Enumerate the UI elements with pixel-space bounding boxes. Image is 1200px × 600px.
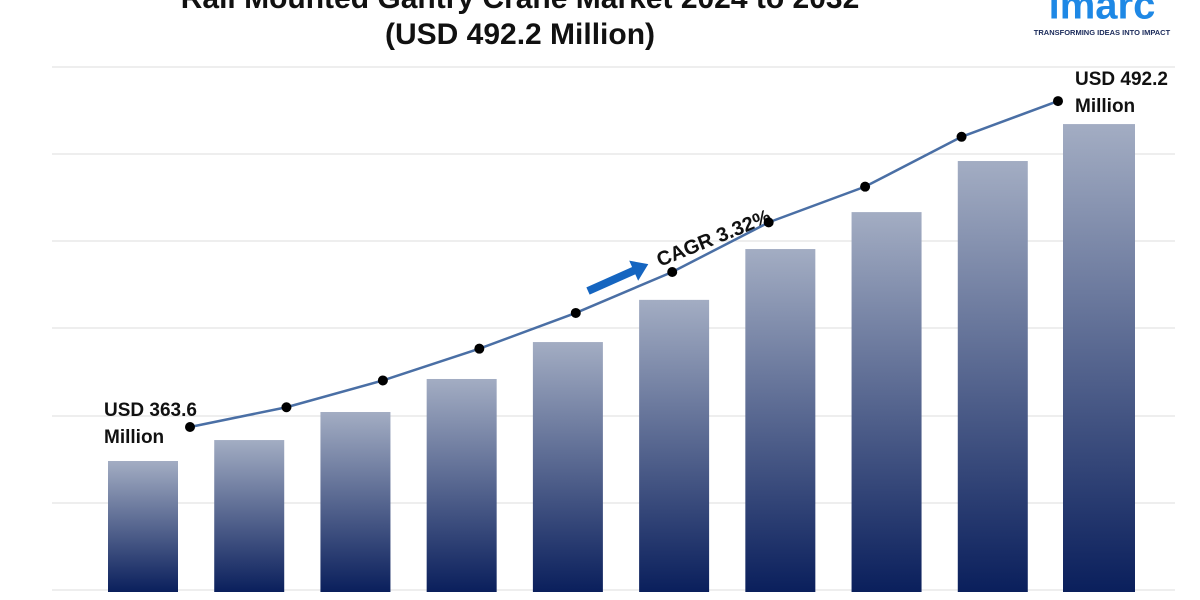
trend-point xyxy=(377,375,388,386)
bar xyxy=(639,299,710,592)
bar xyxy=(426,378,497,592)
logo: imarc xyxy=(1049,0,1156,28)
bar xyxy=(532,342,603,592)
bar xyxy=(745,249,816,593)
arrow-head xyxy=(629,260,649,281)
value-label-line: Million xyxy=(1075,96,1135,117)
trend-point xyxy=(185,422,195,432)
trend-point xyxy=(570,307,581,318)
value-label-line: Million xyxy=(104,427,164,448)
chart-subtitle: (USD 492.2 Million) xyxy=(385,18,655,51)
trend-line xyxy=(189,99,1059,429)
trend-point xyxy=(474,343,485,354)
arrow-shaft xyxy=(586,266,638,295)
bar xyxy=(1063,124,1135,593)
bar xyxy=(214,440,285,592)
value-label-line: USD 363.6 xyxy=(104,400,197,421)
bar xyxy=(851,212,922,592)
bar xyxy=(108,461,178,592)
cagr-arrow xyxy=(586,260,649,295)
trend-point xyxy=(956,131,967,142)
value-label-line: USD 492.2 xyxy=(1075,69,1168,90)
trend-point xyxy=(1053,96,1063,107)
trend-point xyxy=(860,181,871,192)
trend-point xyxy=(281,402,292,413)
logo-tagline: TRANSFORMING IDEAS INTO IMPACT xyxy=(1034,28,1171,37)
chart-title: Rail Mounted Gantry Crane Market 2024 to… xyxy=(181,0,860,15)
value-label: USD 492.2 Million xyxy=(1075,69,1168,117)
trend-point xyxy=(667,266,678,277)
value-label: USD 363.6 Million xyxy=(104,400,197,448)
bar xyxy=(957,161,1028,592)
bar xyxy=(320,412,391,592)
trend-point xyxy=(763,217,774,228)
